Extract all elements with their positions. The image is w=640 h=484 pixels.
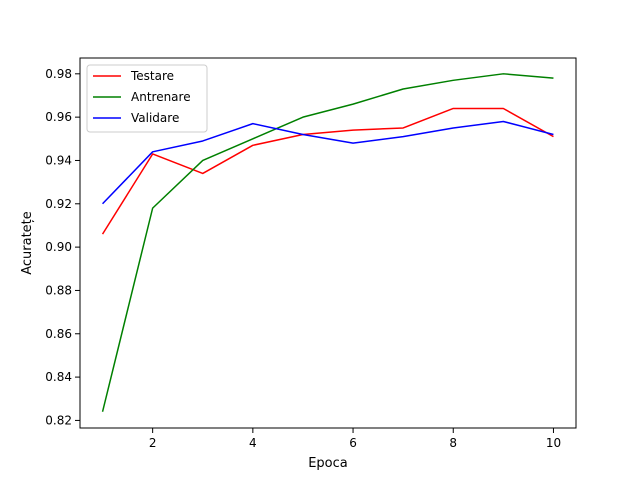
x-tick-label: 6 bbox=[349, 436, 357, 450]
data-point-testare bbox=[452, 108, 454, 110]
y-tick-label: 0.84 bbox=[45, 370, 72, 384]
data-point-validare bbox=[553, 134, 555, 136]
data-point-testare bbox=[202, 173, 204, 175]
series-line-validare bbox=[102, 120, 554, 205]
x-axis-label: Epoca bbox=[308, 456, 348, 471]
data-point-testare bbox=[503, 108, 505, 110]
series-line-antrenare bbox=[101, 73, 554, 412]
data-point-antrenare bbox=[402, 88, 404, 90]
data-point-antrenare bbox=[503, 73, 505, 75]
data-point-antrenare bbox=[252, 138, 254, 140]
data-point-antrenare bbox=[553, 77, 555, 79]
data-point-validare bbox=[252, 123, 254, 125]
data-point-validare bbox=[402, 136, 404, 138]
y-tick-label: 0.86 bbox=[45, 327, 72, 341]
data-point-validare bbox=[352, 142, 354, 144]
data-point-validare bbox=[152, 151, 154, 153]
x-tick-label: 4 bbox=[249, 436, 257, 450]
data-point-antrenare bbox=[352, 103, 354, 105]
data-point-antrenare bbox=[152, 207, 154, 209]
data-point-validare bbox=[452, 127, 454, 129]
series-line-testare bbox=[101, 107, 554, 235]
legend-label-testare: Testare bbox=[130, 69, 174, 83]
y-tick-label: 0.90 bbox=[45, 240, 72, 254]
data-point-validare bbox=[302, 134, 304, 136]
data-point-validare bbox=[102, 203, 104, 205]
data-point-testare bbox=[553, 136, 555, 138]
data-point-antrenare bbox=[302, 116, 304, 118]
y-axis-label: Acuratețe bbox=[20, 211, 35, 275]
plot-frame bbox=[79, 57, 577, 429]
y-axis-ticks: 0.82 0.84 0.86 0.88 0.90 0.92 0.94 0.96 0.98 bbox=[45, 67, 80, 427]
y-tick-label: 0.88 bbox=[45, 283, 72, 297]
y-tick-label: 0.96 bbox=[45, 110, 72, 124]
data-point-testare bbox=[252, 145, 254, 147]
y-tick-label: 0.94 bbox=[45, 153, 72, 167]
data-point-testare bbox=[102, 233, 104, 235]
data-point-testare bbox=[352, 129, 354, 131]
x-tick-label: 2 bbox=[149, 436, 157, 450]
x-axis-ticks: 2 4 6 8 10 bbox=[149, 428, 561, 450]
legend-frame bbox=[86, 64, 208, 133]
legend-label-validare: Validare bbox=[131, 111, 179, 125]
x-tick-label: 10 bbox=[546, 436, 561, 450]
data-point-validare bbox=[503, 121, 505, 123]
data-point-antrenare bbox=[202, 160, 204, 162]
legend: Testare Antrenare Validare bbox=[86, 64, 208, 133]
x-tick-label: 8 bbox=[449, 436, 457, 450]
data-point-antrenare bbox=[452, 80, 454, 82]
data-point-antrenare bbox=[102, 411, 104, 413]
y-tick-label: 0.82 bbox=[45, 413, 72, 427]
series-layer bbox=[101, 73, 555, 413]
y-tick-label: 0.98 bbox=[45, 67, 72, 81]
data-point-validare bbox=[202, 140, 204, 142]
y-tick-label: 0.92 bbox=[45, 197, 72, 211]
legend-label-antrenare: Antrenare bbox=[131, 90, 191, 104]
data-point-testare bbox=[402, 127, 404, 129]
